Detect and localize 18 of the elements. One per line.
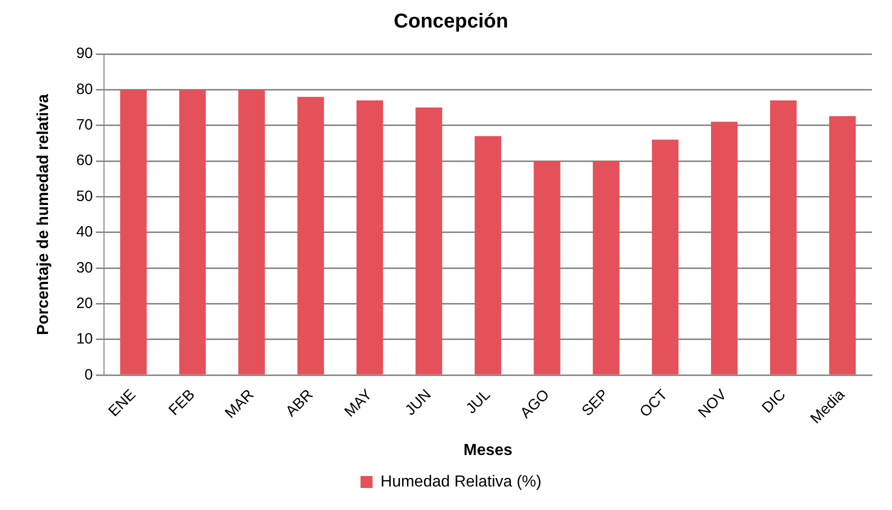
y-axis-title: Porcentaje de humedad relativa bbox=[35, 94, 52, 336]
y-tick-label: 60 bbox=[76, 152, 93, 170]
y-tick-label: 90 bbox=[76, 45, 93, 62]
y-tick-label: 70 bbox=[76, 116, 93, 134]
y-tick-label: 50 bbox=[76, 188, 93, 205]
x-axis-title: Meses bbox=[463, 442, 513, 459]
y-tick-label: 0 bbox=[84, 366, 93, 384]
chart-title: Concepción bbox=[394, 10, 508, 33]
x-tick-label: DIC bbox=[758, 386, 790, 417]
y-tick-label: 20 bbox=[76, 294, 93, 312]
y-tick-label: 30 bbox=[76, 259, 93, 276]
x-tick-label: FEB bbox=[166, 386, 198, 419]
x-tick-label: SEP bbox=[578, 386, 612, 420]
y-tick-label: 80 bbox=[76, 80, 93, 98]
y-tick-label: 10 bbox=[76, 330, 93, 348]
legend-label: Humedad Relativa (%) bbox=[380, 473, 542, 490]
x-tick-label: JUL bbox=[462, 386, 494, 418]
y-tick-label: 40 bbox=[76, 224, 93, 241]
